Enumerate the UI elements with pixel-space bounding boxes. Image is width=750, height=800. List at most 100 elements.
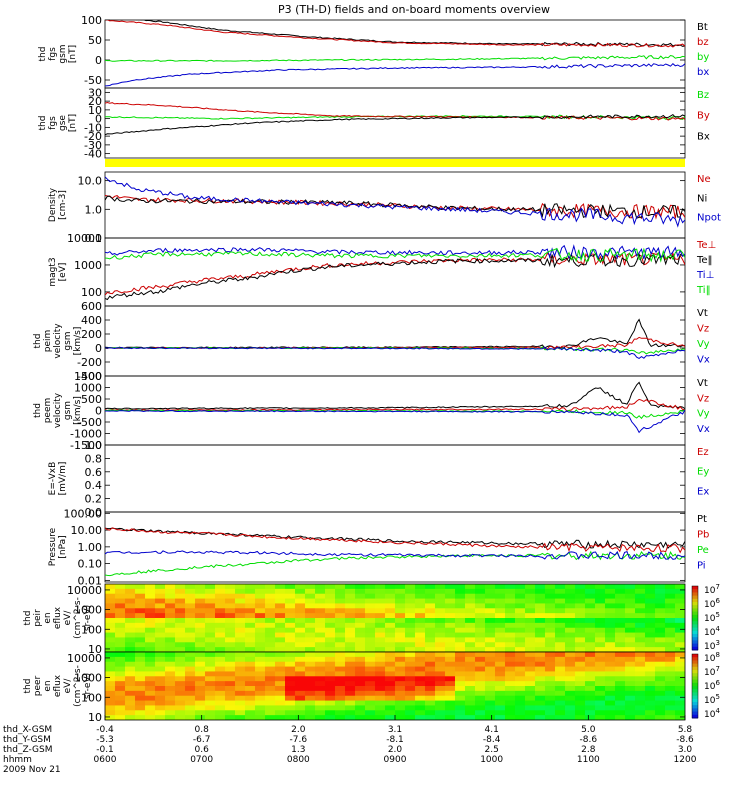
heatmap-cell [485,652,496,658]
heatmap-cell [295,622,306,629]
heatmap-cell [615,652,626,658]
series-line [105,550,685,577]
heatmap-cell [405,710,416,716]
heatmap-cell [185,705,196,711]
heatmap-cell [115,603,126,609]
heatmap-cell [595,647,606,652]
heatmap-cell [245,588,256,595]
heatmap-cell [165,690,176,697]
heatmap-cell [675,666,685,673]
heatmap-cell [615,588,626,595]
heatmap-cell [445,584,456,590]
heatmap-cell [255,632,266,639]
heatmap-cell [105,690,116,697]
heatmap-cell [655,603,666,609]
heatmap-cell [545,695,556,702]
heatmap-cell [195,647,206,652]
heatmap-cell [495,627,506,634]
heatmap-cell [315,647,326,652]
heatmap-cell [185,676,196,682]
heatmap-cell [335,681,346,687]
heatmap-cell [555,603,566,609]
heatmap-cell [485,690,496,697]
heatmap-cell [655,608,666,614]
heatmap-cell [415,613,426,619]
heatmap-cell [355,647,366,652]
legend-label: bz [697,37,709,48]
heatmap-cell [115,661,126,668]
heatmap-cell [255,637,266,643]
heatmap-cell [325,613,336,619]
heatmap-cell [375,676,386,682]
heatmap-cell [675,676,685,682]
heatmap-cell [315,627,326,634]
heatmap-cell [315,656,326,663]
heatmap-cell [375,652,386,658]
heatmap-cell [105,593,116,600]
heatmap-cell [485,603,496,609]
heatmap-cell [305,686,316,692]
heatmap-cell [285,613,296,619]
heatmap-cell [335,613,346,619]
heatmap-cell [295,705,306,711]
heatmap-cell [575,656,586,663]
heatmap-cell [665,642,676,648]
colorbar-cell [692,624,698,629]
heatmap-cell [175,637,186,643]
heatmap-cell [305,690,316,697]
heatmap-cell [605,622,616,629]
heatmap-cell [295,618,306,624]
heatmap-cell [155,710,166,716]
heatmap-cell [315,666,326,673]
legend-label: Ti‖ [696,285,711,296]
heatmap-cell [535,637,546,643]
heatmap-cell [195,652,206,658]
heatmap-cell [605,676,616,682]
heatmap-cell [525,627,536,634]
heatmap-cell [375,661,386,668]
heatmap-cell [515,642,526,648]
heatmap-cell [175,695,186,702]
heatmap-cell [265,593,276,600]
heatmap-cell [105,632,116,639]
heatmap-cell [475,618,486,624]
heatmap-cell [635,618,646,624]
heatmap-cell [135,588,146,595]
heatmap-cell [585,686,596,692]
heatmap-cell [395,710,406,716]
heatmap-cell [645,593,656,600]
heatmap-cell [495,700,506,707]
heatmap-cell [535,632,546,639]
heatmap-cell [675,710,685,716]
heatmap-cell [335,686,346,692]
heatmap-cell [475,676,486,682]
heatmap-cell [315,622,326,629]
heatmap-cell [585,666,596,673]
heatmap-cell [295,715,306,720]
heatmap-cell [185,652,196,658]
series-line [135,20,685,47]
heatmap-cell [635,690,646,697]
heatmap-cell [255,715,266,720]
heatmap-cell [215,598,226,605]
heatmap-cell [155,598,166,605]
heatmap-cell [625,593,636,600]
heatmap-cell [635,588,646,595]
heatmap-cell [315,671,326,677]
heatmap-cell [665,676,676,682]
heatmap-cell [195,695,206,702]
heatmap-cell [235,700,246,707]
heatmap-cell [345,627,356,634]
heatmap-cell [485,647,496,652]
heatmap-cell [175,593,186,600]
heatmap-cell [205,705,216,711]
heatmap-cell [385,598,396,605]
heatmap-cell [525,603,536,609]
heatmap-cell [125,647,136,652]
heatmap-cell [315,661,326,668]
heatmap-cell [405,622,416,629]
heatmap-cell [165,588,176,595]
heatmap-cell [245,686,256,692]
heatmap-cell [655,647,666,652]
heatmap-cell [605,642,616,648]
